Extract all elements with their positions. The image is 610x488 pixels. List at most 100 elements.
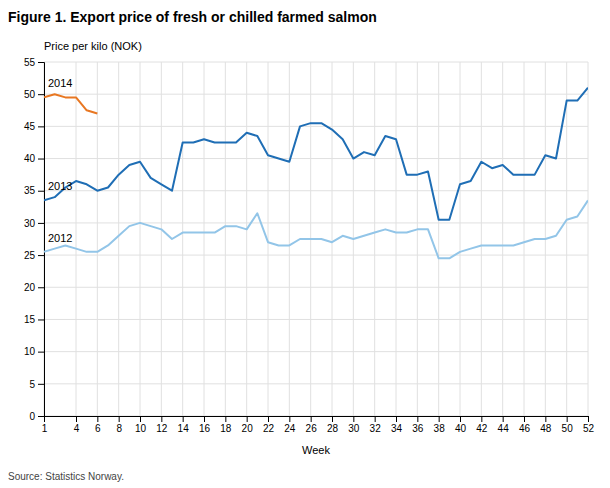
series-group — [44, 88, 588, 259]
x-tick-label: 42 — [476, 423, 488, 434]
series-label: 2013 — [48, 180, 72, 192]
y-tick: 5 — [29, 379, 44, 390]
title: Figure 1. Export price of fresh or chill… — [8, 9, 377, 25]
x-tick-mark — [161, 416, 162, 422]
x-tick-label: 34 — [391, 423, 403, 434]
x-tick-mark — [289, 416, 290, 422]
x-tick-mark — [439, 416, 440, 422]
y-tick-mark — [38, 416, 44, 417]
x-tick: 24 — [284, 416, 296, 434]
series-label: 2014 — [48, 77, 72, 89]
x-tick: 38 — [434, 416, 446, 434]
x-tick: 6 — [95, 416, 101, 434]
x-tick-label: 6 — [95, 423, 101, 434]
y-tick-mark — [38, 287, 44, 288]
x-tick-mark — [97, 416, 98, 422]
x-tick-label: 26 — [306, 423, 318, 434]
grid-line-x — [566, 62, 567, 416]
grid-line-x — [460, 62, 461, 416]
series-line — [44, 200, 588, 258]
y-tick-label: 40 — [24, 153, 36, 164]
y-tick-label: 5 — [29, 379, 35, 390]
chart: Figure 1. Export price of fresh or chill… — [0, 0, 610, 488]
x-tick-label: 14 — [178, 423, 190, 434]
y-tick: 20 — [24, 282, 44, 293]
y-tick: 35 — [24, 185, 44, 196]
grid-line-x — [118, 62, 119, 416]
y-tick-mark — [38, 126, 44, 127]
y-tick-label: 25 — [24, 250, 36, 261]
y-tick: 55 — [24, 57, 44, 68]
x-tick: 16 — [199, 416, 211, 434]
x-axis-title: Week — [302, 444, 330, 456]
x-tick-mark — [524, 416, 525, 422]
grid-line-y — [44, 158, 588, 159]
x-tick-mark — [375, 416, 376, 422]
grid-line-x — [76, 62, 77, 416]
x-tick: 26 — [306, 416, 318, 434]
x-tick: 48 — [540, 416, 552, 434]
grid-line-x — [225, 62, 226, 416]
x-tick: 50 — [562, 416, 574, 434]
x-tick-mark — [545, 416, 546, 422]
x-tick: 12 — [156, 416, 168, 434]
y-tick: 30 — [24, 218, 44, 229]
y-tick-mark — [38, 94, 44, 95]
x-tick: 34 — [391, 416, 403, 434]
x-tick-label: 20 — [242, 423, 254, 434]
grid-line-x — [182, 62, 183, 416]
y-tick: 15 — [24, 314, 44, 325]
x-tick-label: 22 — [263, 423, 275, 434]
x-tick-mark — [417, 416, 418, 422]
x-axis-line — [45, 417, 589, 423]
x-tick-mark — [503, 416, 504, 422]
grid — [44, 62, 588, 416]
y-tick-label: 30 — [24, 218, 36, 229]
x-tick-mark — [311, 416, 312, 422]
y-tick-mark — [38, 159, 44, 160]
x-axis: 1468101214161820222426283032343638404244… — [42, 416, 595, 434]
y-tick-label: 20 — [24, 282, 36, 293]
x-tick-label: 46 — [519, 423, 531, 434]
x-tick-label: 36 — [412, 423, 424, 434]
grid-line-y — [44, 94, 588, 95]
x-tick-label: 12 — [156, 423, 168, 434]
x-tick-mark — [247, 416, 248, 422]
x-tick: 22 — [263, 416, 275, 434]
x-tick-mark — [588, 416, 589, 422]
x-tick-mark — [332, 416, 333, 422]
grid-line-y — [44, 255, 588, 256]
y-tick-label: 45 — [24, 121, 36, 132]
y-tick: 10 — [24, 346, 44, 357]
x-tick-mark — [204, 416, 205, 422]
y-tick: 40 — [24, 153, 44, 164]
x-tick-mark — [460, 416, 461, 422]
x-tick: 14 — [178, 416, 190, 434]
x-tick-label: 18 — [220, 423, 232, 434]
grid-line-x — [332, 62, 333, 416]
y-tick-mark — [38, 223, 44, 224]
grid-line-y — [44, 383, 588, 384]
grid-line-x — [161, 62, 162, 416]
x-tick: 44 — [498, 416, 510, 434]
x-tick-label: 38 — [434, 423, 446, 434]
x-tick: 40 — [455, 416, 467, 434]
series-label: 2012 — [48, 232, 72, 244]
x-tick: 36 — [412, 416, 424, 434]
x-tick-label: 4 — [74, 423, 80, 434]
y-tick-label: 55 — [24, 57, 36, 68]
grid-line-y — [44, 351, 588, 352]
series-labels: 2013 2012 2014 — [48, 77, 72, 243]
grid-line-x — [204, 62, 205, 416]
y-tick: 45 — [24, 121, 44, 132]
x-tick-label: 24 — [284, 423, 296, 434]
y-tick-label: 50 — [24, 89, 36, 100]
x-tick: 28 — [327, 416, 339, 434]
y-axis-line — [38, 63, 45, 417]
x-tick-mark — [481, 416, 482, 422]
x-tick-mark — [140, 416, 141, 422]
grid-line-x — [481, 62, 482, 416]
x-tick: 30 — [348, 416, 360, 434]
grid-line-x — [374, 62, 375, 416]
grid-line-y — [44, 62, 588, 63]
